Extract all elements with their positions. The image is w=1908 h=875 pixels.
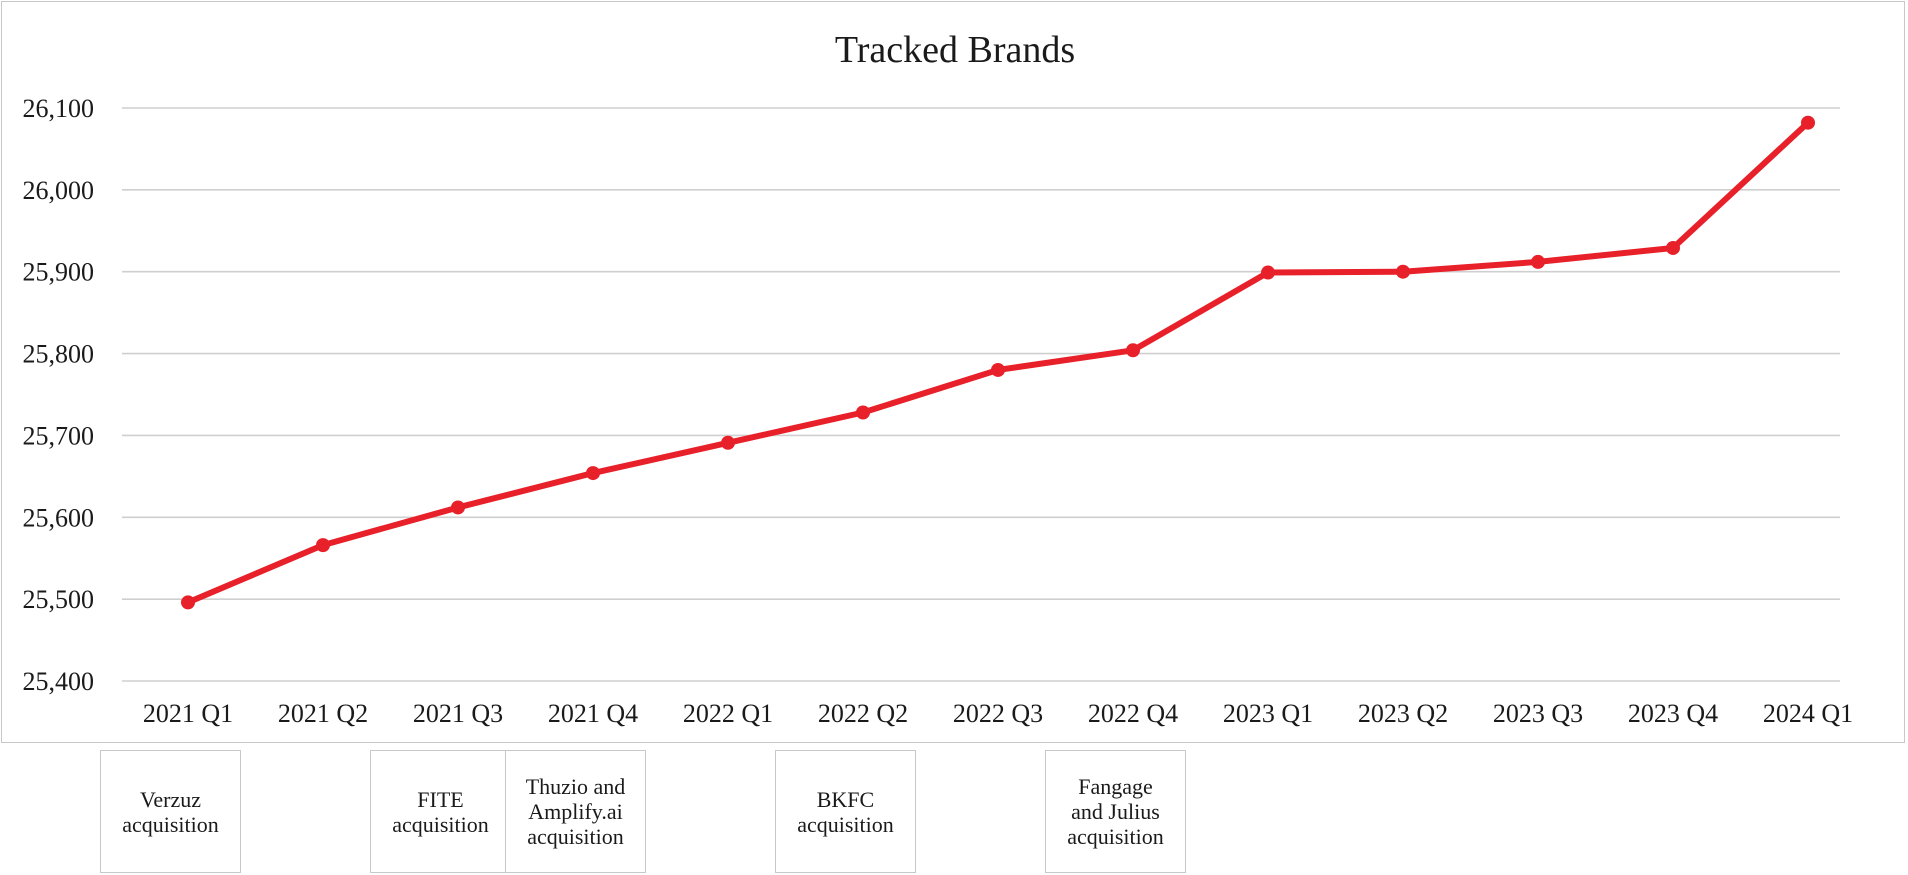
data-point-marker (856, 405, 870, 420)
data-point-marker (316, 538, 330, 553)
annotation-text: BKFC acquisition (797, 786, 894, 837)
x-tick-label: 2021 Q1 (143, 699, 233, 728)
data-point-marker (181, 595, 195, 610)
annotation-text: Verzuz acquisition (122, 786, 219, 837)
y-axis-tick-labels: 25,400 25,500 25,600 25,700 25,800 25,900 26,0… (23, 94, 95, 696)
annotation-text: Thuzio and Amplify.ai acquisition (525, 774, 626, 849)
x-tick-label: 2022 Q3 (953, 699, 1043, 728)
data-point-marker (1261, 265, 1275, 280)
x-tick-label: 2023 Q1 (1223, 699, 1313, 728)
x-tick-label: 2023 Q2 (1358, 699, 1448, 728)
annotation-box: FITE acquisition (370, 750, 511, 873)
data-point-marker (1126, 343, 1140, 358)
chart-frame: Tracked Brands 25,400 25,500 25,600 25,700 2… (1, 1, 1905, 743)
x-axis-tick-labels: 2021 Q1 2021 Q2 2021 Q3 2021 Q4 2022 Q1 2022 … (143, 699, 1853, 728)
x-tick-label: 2023 Q4 (1628, 699, 1718, 728)
annotation-text: FITE acquisition (392, 786, 489, 837)
data-point-marker (991, 362, 1005, 377)
x-tick-label: 2022 Q4 (1088, 699, 1178, 728)
data-point-marker (1531, 254, 1545, 269)
x-tick-label: 2023 Q3 (1493, 699, 1583, 728)
annotation-box: Verzuz acquisition (100, 750, 241, 873)
data-point-marker (1666, 240, 1680, 255)
x-tick-label: 2022 Q2 (818, 699, 908, 728)
annotation-box: Fangage and Julius acquisition (1045, 750, 1186, 873)
y-tick-label: 26,100 (23, 94, 95, 123)
gridlines (122, 107, 1840, 682)
y-tick-label: 25,900 (23, 258, 95, 287)
x-tick-label: 2021 Q4 (548, 699, 638, 728)
x-tick-label: 2022 Q1 (683, 699, 773, 728)
y-tick-label: 25,800 (23, 340, 95, 369)
series-markers (181, 115, 1815, 610)
x-tick-label: 2021 Q2 (278, 699, 368, 728)
y-tick-label: 25,400 (23, 667, 95, 696)
y-tick-label: 26,000 (23, 176, 95, 205)
series-line (185, 119, 1811, 606)
data-point-marker (1801, 115, 1815, 130)
y-tick-label: 25,500 (23, 585, 95, 614)
x-tick-label: 2024 Q1 (1763, 699, 1853, 728)
data-point-marker (586, 466, 600, 481)
annotation-box: BKFC acquisition (775, 750, 916, 873)
annotation-text: Fangage and Julius acquisition (1067, 774, 1164, 849)
chart-title: Tracked Brands (835, 29, 1075, 71)
y-tick-label: 25,700 (23, 421, 95, 450)
annotation-box: Thuzio and Amplify.ai acquisition (505, 750, 646, 873)
data-point-marker (721, 435, 735, 450)
x-tick-label: 2021 Q3 (413, 699, 503, 728)
data-point-marker (451, 500, 465, 515)
data-point-marker (1396, 264, 1410, 279)
series-line-path (185, 119, 1811, 606)
line-chart: Tracked Brands 25,40025,50025,60025,7002… (23, 29, 1854, 728)
y-tick-label: 25,600 (23, 503, 95, 532)
